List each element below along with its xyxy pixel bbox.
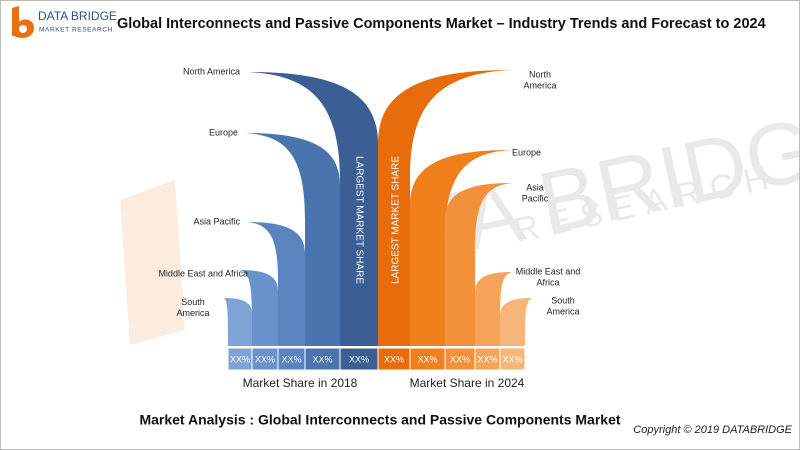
share-label-2024: XX% [477,354,497,364]
share-label-2024: XX% [450,354,470,364]
logo-mark-hole [19,25,27,33]
watermark-icon [120,180,185,345]
share-label-2024: XX% [417,354,437,364]
right-region-label: America [546,306,579,316]
left-swoosh [224,298,252,346]
footer-title: Market Analysis : Global Interconnects a… [139,412,620,428]
callout: LARGEST MARKET SHARE [391,156,402,284]
caption-2024: Market Share in 2024 [410,376,525,390]
left-region-label: Asia Pacific [193,216,240,226]
left-region-label: Europe [209,127,238,137]
right-swoosh [475,272,512,346]
share-label-2018: XX% [230,354,250,364]
share-label-2018: XX% [255,354,275,364]
left-region-label: North America [183,66,240,76]
shape-group: XX% XX% XX% XX% XX% XX% XX% XX% XX% XX%South Ameri… [158,66,581,371]
logo-tagline: MARKET RESEARCH [39,27,113,34]
right-swoosh [445,183,512,346]
label-line: South [181,297,205,307]
left-swoosh [240,270,278,346]
share-label-2018: XX% [349,354,369,364]
share-label-2018: XX% [312,354,332,364]
right-region-label: Europe [512,147,541,157]
left-swoosh [246,133,340,346]
share-label-2018: XX% [281,354,301,364]
caption-2018: Market Share in 2018 [243,376,358,390]
label-line: America [176,308,209,318]
right-region-label: South [551,295,575,305]
page-title: Global Interconnects and Passive Compone… [117,16,766,32]
right-region-label: Africa [536,277,559,287]
left-region-label: Middle East and Africa [158,268,248,278]
callout: LARGEST MARKET SHARE [353,156,364,284]
share-box [499,347,526,371]
logo: DATA BRIDGE MARKET RESEARCH [12,6,117,38]
logo-mark [12,6,34,38]
right-region-label: North [529,69,551,79]
share-label-2024: XX% [502,354,522,364]
right-region-label: Middle East and [516,266,581,276]
logo-name: DATA BRIDGE [38,9,117,23]
right-region-label: Asia [526,182,544,192]
share-label-2024: XX% [384,354,404,364]
left-region-label: South America [176,297,209,318]
left-swoosh [248,222,305,346]
right-swoosh [410,150,510,346]
right-swoosh [500,298,532,346]
right-region-label: Pacific [522,193,549,203]
right-region-label: America [523,80,556,90]
copyright: Copyright © 2019 DATABRIDGE [633,424,792,436]
right-swoosh [378,70,512,346]
left-swoosh [248,72,378,346]
